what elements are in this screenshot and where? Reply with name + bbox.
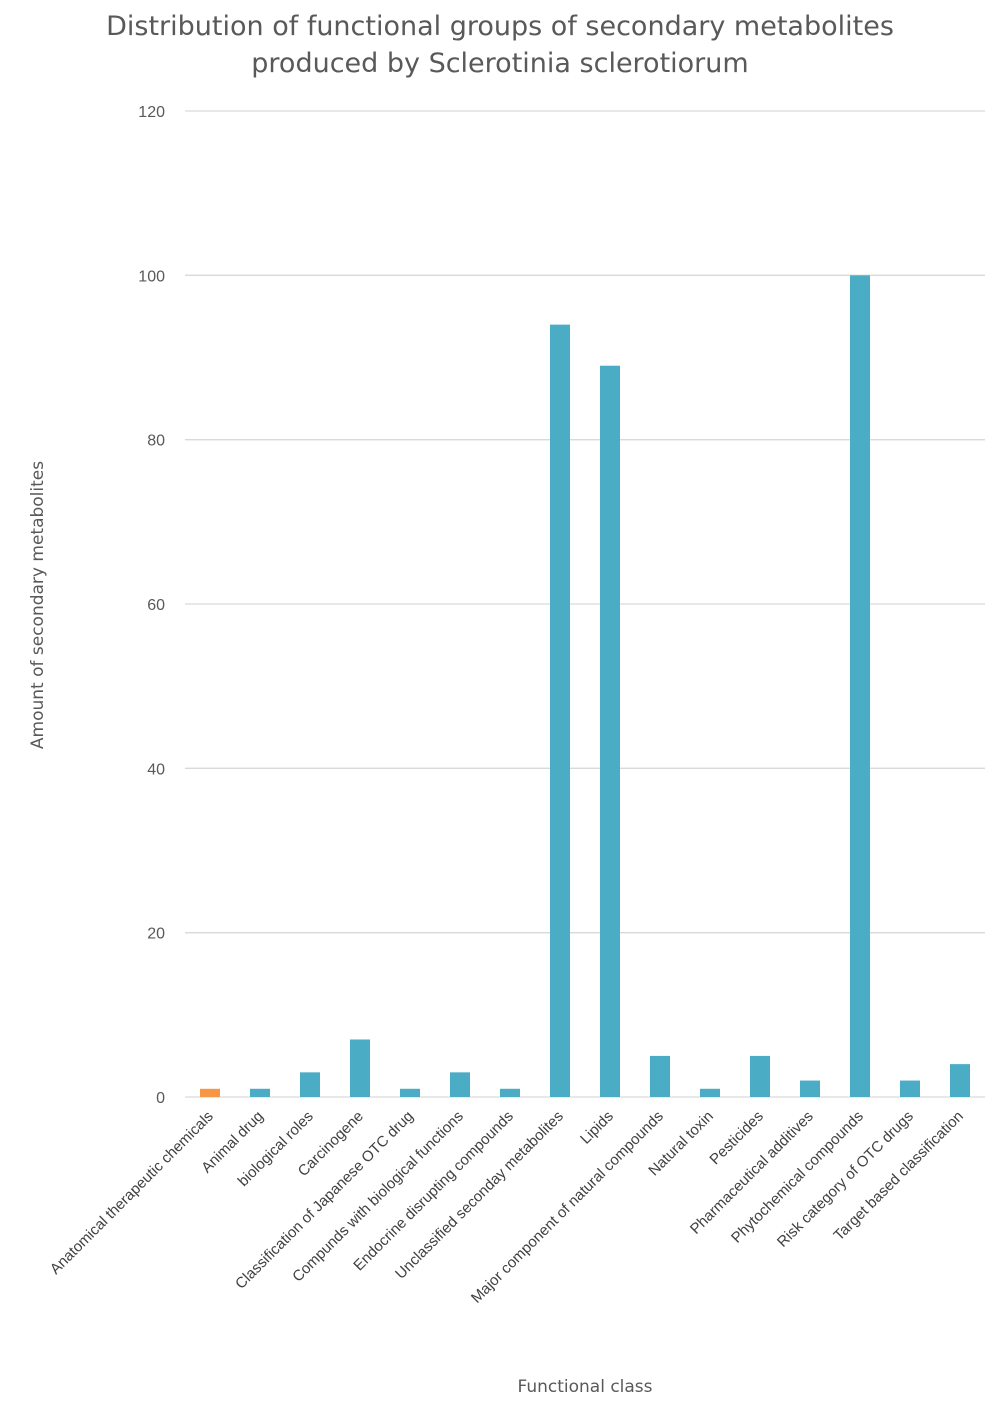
bar (500, 1088, 520, 1097)
x-tick-label: Anatomical therapeutic chemicals (47, 1108, 217, 1278)
y-tick-label: 60 (147, 597, 165, 614)
x-tick-label: Classification of Japanese OTC drug (232, 1108, 417, 1293)
chart-title-line-2: produced by Sclerotinia sclerotiorum (251, 48, 749, 79)
bar (550, 324, 570, 1098)
bar (600, 365, 620, 1097)
chart-title-line-1: Distribution of functional groups of sec… (106, 11, 894, 42)
bar (650, 1055, 670, 1097)
bar (300, 1072, 320, 1097)
x-axis-title: Functional class (517, 1377, 652, 1397)
bar (850, 275, 870, 1097)
y-tick-label: 80 (147, 433, 165, 450)
y-tick-label: 120 (138, 104, 165, 121)
bar (750, 1055, 770, 1097)
bar (250, 1088, 270, 1097)
y-axis-title: Amount of secondary metabolites (28, 461, 48, 749)
chart-title: Distribution of functional groups of sec… (0, 8, 1000, 82)
y-tick-label: 100 (138, 268, 165, 285)
bar (200, 1088, 220, 1097)
bar (350, 1039, 370, 1097)
bar (450, 1072, 470, 1097)
bar (700, 1088, 720, 1097)
y-tick-label: 0 (156, 1090, 165, 1107)
x-tick-label: Lipids (577, 1108, 617, 1148)
y-axis-ticks: 0 20 40 60 80 100 120 (138, 104, 165, 1107)
y-tick-label: 20 (147, 926, 165, 943)
bar (950, 1064, 970, 1097)
bar (400, 1088, 420, 1097)
bar (900, 1080, 920, 1097)
bar (800, 1080, 820, 1097)
bars (200, 275, 970, 1098)
y-tick-label: 40 (147, 761, 165, 778)
